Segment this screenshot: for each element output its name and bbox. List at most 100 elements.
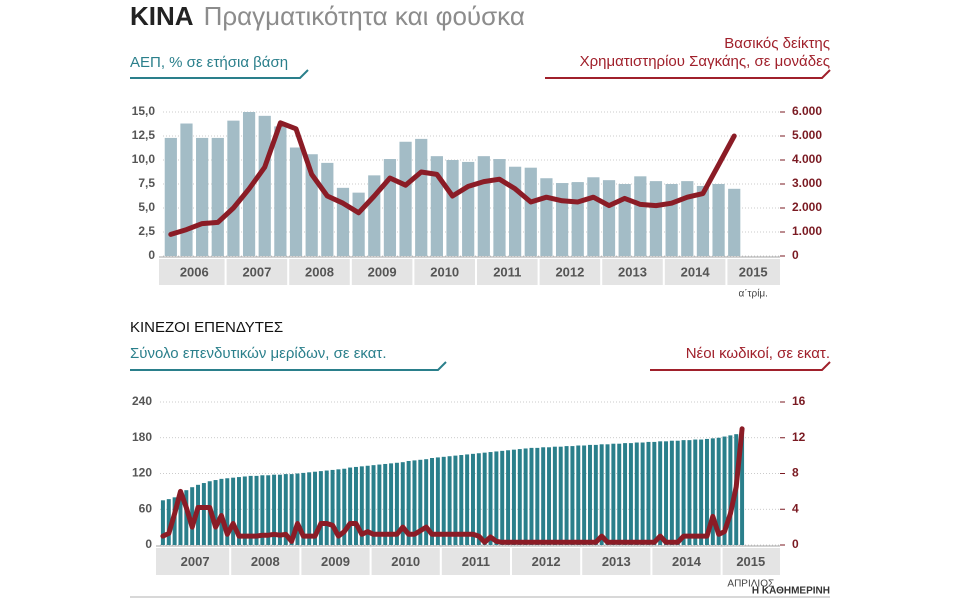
bar	[541, 447, 546, 545]
y-tick-label: 2,5	[138, 224, 155, 238]
bar	[652, 441, 657, 545]
label-underline	[650, 361, 831, 371]
bar	[424, 459, 429, 545]
bar	[435, 457, 440, 545]
bar	[283, 474, 288, 545]
bar	[459, 455, 464, 545]
bar	[446, 160, 459, 256]
bar	[740, 432, 745, 545]
y-tick-label: 0	[148, 248, 155, 262]
bar	[564, 446, 569, 545]
x-tick-label: 2012	[555, 264, 584, 279]
y2-tick-label: 2.000	[792, 200, 822, 214]
bar	[242, 476, 247, 545]
bar	[453, 455, 458, 545]
right-axis-label: Νέοι κωδικοί, σε εκατ.	[686, 345, 830, 362]
left-axis-label: ΑΕΠ, % σε ετήσια βάση	[130, 54, 288, 71]
bar	[236, 477, 241, 545]
bar	[383, 463, 388, 545]
bar	[342, 468, 347, 545]
bar	[336, 187, 350, 256]
x-axis-band	[156, 548, 780, 575]
bar	[646, 441, 651, 545]
bar	[260, 475, 265, 545]
bar	[529, 447, 534, 545]
y2-tick-label: 8	[792, 466, 799, 480]
bar	[353, 466, 358, 545]
bar	[605, 444, 610, 545]
bar	[160, 500, 165, 545]
bar	[470, 453, 475, 545]
bar	[540, 178, 553, 256]
bar	[359, 466, 364, 545]
bar	[330, 469, 335, 545]
bar	[582, 445, 587, 545]
bar	[500, 450, 505, 545]
x-tick-label: 2006	[180, 264, 209, 279]
bar	[321, 162, 334, 256]
y-tick-label: 180	[132, 430, 152, 444]
bar	[623, 443, 628, 545]
label-underline	[130, 69, 309, 79]
bar	[352, 192, 365, 256]
bar	[447, 456, 452, 545]
bar	[272, 474, 277, 545]
x-tick-label: 2015	[736, 554, 765, 569]
left-axis-label: Σύνολο επενδυτικών μερίδων, σε εκατ.	[130, 345, 387, 362]
y2-tick-label: 16	[792, 394, 806, 408]
bar	[722, 436, 727, 545]
bar	[201, 483, 206, 545]
x-tick-label: 2011	[462, 554, 490, 569]
bar	[219, 478, 224, 545]
line-series	[160, 426, 745, 545]
bar	[710, 438, 715, 545]
bar	[336, 469, 341, 545]
y-tick-label: 12,5	[132, 128, 156, 142]
bar	[712, 184, 725, 256]
section-title: ΚΙΝΕΖΟΙ ΕΠΕΝΔΥΤΕΣ	[130, 319, 283, 336]
page-title: ΚΙΝΑ Πραγματικότητα και φούσκα	[130, 1, 525, 31]
bar	[675, 440, 680, 545]
bar	[696, 185, 710, 256]
bar	[399, 141, 412, 256]
bar	[430, 156, 443, 256]
source: Η ΚΑΘΗΜΕΡΙΝΗ	[752, 586, 830, 597]
bar	[178, 494, 183, 545]
x-tick-label: 2013	[602, 554, 631, 569]
y-tick-label: 7,5	[138, 176, 155, 190]
bar	[289, 474, 294, 545]
bar	[571, 182, 584, 256]
bar	[465, 454, 470, 545]
bar	[348, 467, 353, 545]
bar	[699, 439, 704, 545]
x-tick-label: 2010	[391, 554, 420, 569]
bar	[371, 465, 376, 545]
y-tick-label: 240	[132, 394, 152, 408]
bar	[266, 475, 271, 545]
bar	[295, 473, 300, 545]
bar	[628, 443, 633, 545]
bar	[535, 447, 540, 545]
bar	[184, 490, 189, 545]
bar	[640, 442, 645, 545]
x-tick-label: 2010	[430, 264, 459, 279]
bar	[611, 443, 616, 545]
bar	[488, 452, 493, 545]
bar	[313, 471, 318, 545]
x-axis-band	[159, 259, 780, 285]
bar	[587, 177, 600, 256]
bar	[477, 156, 490, 256]
bar	[318, 471, 323, 545]
bar	[618, 184, 631, 256]
x-tick-label: 2015	[739, 264, 768, 279]
bar	[681, 181, 694, 256]
bar	[658, 441, 663, 545]
y-tick-label: 10,0	[132, 152, 156, 166]
y-tick-label: 0	[145, 537, 152, 551]
bar	[242, 112, 256, 256]
bar	[430, 458, 435, 545]
bar	[180, 123, 193, 257]
bar	[476, 453, 481, 545]
y2-tick-label: 4.000	[792, 152, 822, 166]
bar	[716, 437, 721, 545]
